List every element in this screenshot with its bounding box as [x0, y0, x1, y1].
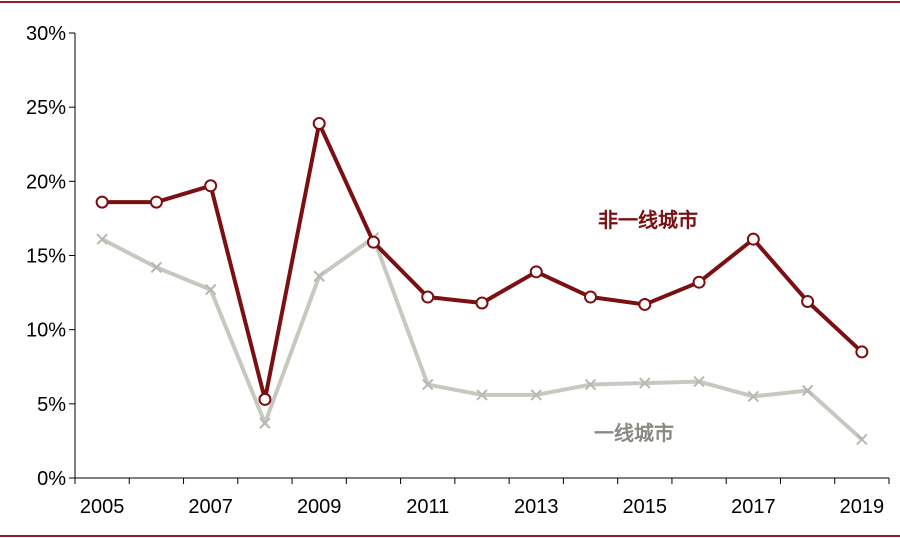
series-label-non-tier1: 非一线城市 — [598, 208, 698, 232]
x-tick-label: 2017 — [731, 496, 776, 518]
data-point — [639, 377, 651, 389]
x-tick-label: 2019 — [840, 496, 885, 518]
data-point — [855, 345, 869, 359]
data-point — [475, 296, 489, 310]
data-point — [529, 265, 543, 279]
data-point — [150, 261, 163, 274]
data-point — [204, 179, 218, 193]
data-point — [693, 375, 705, 388]
y-tick-label: 10% — [26, 320, 66, 342]
x-tick-label: 2005 — [80, 496, 125, 518]
data-point — [259, 417, 271, 429]
series-line — [101, 235, 864, 441]
x-tick-label: 2013 — [514, 496, 559, 518]
data-point — [747, 390, 760, 403]
data-point — [530, 389, 542, 401]
data-point — [312, 116, 326, 130]
data-point — [421, 290, 435, 304]
data-point — [258, 392, 272, 406]
y-tick-label: 5% — [37, 394, 66, 416]
y-tick-label: 15% — [26, 246, 66, 268]
y-tick-label: 20% — [26, 171, 66, 193]
series-tier1 — [96, 231, 868, 446]
data-point — [692, 275, 706, 289]
data-point — [746, 232, 760, 246]
series-label-tier1: 一线城市 — [594, 421, 674, 445]
data-point — [584, 290, 598, 304]
x-tick-label: 2007 — [188, 496, 233, 518]
data-point — [801, 384, 814, 397]
data-point — [204, 283, 217, 296]
x-tick-label: 2011 — [406, 496, 449, 518]
data-point — [313, 270, 325, 282]
y-tick-label: 0% — [37, 468, 66, 490]
data-point — [422, 378, 434, 391]
y-tick-label: 25% — [26, 97, 66, 119]
data-point — [149, 195, 163, 209]
series-non-tier1 — [95, 116, 869, 406]
data-point — [95, 195, 109, 209]
data-point — [96, 233, 108, 245]
y-tick-label: 30% — [26, 23, 66, 45]
series-layer — [95, 116, 869, 446]
data-point — [856, 433, 868, 446]
x-tick-label: 2015 — [623, 496, 668, 518]
series-line — [102, 121, 864, 402]
x-tick-label: 2009 — [297, 496, 342, 518]
data-point — [801, 294, 815, 308]
data-point — [638, 297, 652, 311]
axes: 0% 5% 10% 15% 20% 25% 30% 2005 2007 2009 2011 2013 2… — [26, 23, 890, 518]
data-point — [584, 378, 597, 391]
data-point — [366, 235, 380, 249]
data-point — [476, 389, 488, 401]
